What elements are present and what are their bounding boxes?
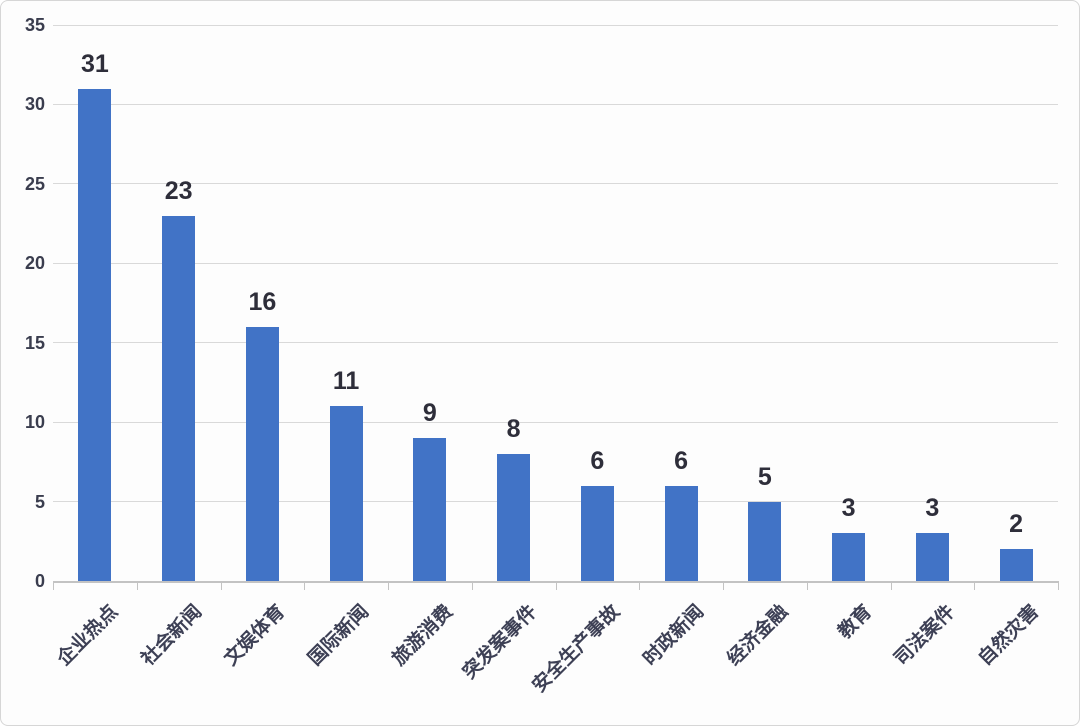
bar-value-label: 11 bbox=[332, 367, 360, 396]
y-axis-tick-label: 25 bbox=[24, 173, 45, 194]
x-axis-tick-mark bbox=[974, 581, 976, 590]
bar-value-label: 31 bbox=[80, 49, 109, 78]
x-axis-tick-mark bbox=[890, 581, 892, 590]
x-axis-tick-mark bbox=[53, 581, 54, 590]
bar-value-label: 8 bbox=[506, 414, 521, 443]
x-axis-tick-mark bbox=[806, 581, 808, 590]
y-axis-tick-label: 30 bbox=[24, 94, 45, 115]
gridline-y-15 bbox=[53, 342, 1058, 344]
x-axis-tick-mark bbox=[639, 581, 641, 590]
x-axis-tick-mark bbox=[471, 581, 473, 590]
bar-安全生产事故 bbox=[580, 485, 614, 581]
bar-国际新闻 bbox=[329, 406, 363, 581]
bar-社会新闻 bbox=[162, 215, 196, 581]
bar-自然灾害 bbox=[999, 549, 1033, 581]
x-axis-tick-mark bbox=[388, 581, 389, 590]
y-axis-tick-label: 10 bbox=[24, 412, 45, 433]
y-axis-tick-label: 35 bbox=[24, 15, 45, 35]
bar-value-label: 2 bbox=[1009, 510, 1024, 539]
gridline-y-25 bbox=[53, 183, 1058, 185]
gridline-y-20 bbox=[53, 262, 1058, 264]
y-axis-tick-label: 5 bbox=[34, 491, 45, 512]
bar-文娱体育 bbox=[245, 326, 279, 581]
x-axis-tick-mark bbox=[304, 581, 306, 590]
bar-旅游消费 bbox=[413, 438, 447, 581]
bar-企业热点 bbox=[78, 88, 112, 581]
bar-value-label: 16 bbox=[248, 287, 277, 316]
x-axis-tick-mark bbox=[1058, 581, 1059, 590]
bar-突发案事件 bbox=[497, 453, 531, 581]
gridline-y-10 bbox=[53, 421, 1058, 423]
bar-value-label: 3 bbox=[925, 494, 940, 523]
bar-司法案件 bbox=[915, 533, 949, 581]
bar-value-label: 6 bbox=[590, 446, 605, 475]
y-axis-tick-label: 15 bbox=[24, 332, 45, 353]
bar-时政新闻 bbox=[664, 485, 698, 581]
gridline-y-5 bbox=[53, 501, 1058, 503]
bar-value-label: 23 bbox=[164, 176, 193, 205]
bar-value-label: 5 bbox=[757, 462, 772, 491]
x-axis-tick-mark bbox=[136, 581, 138, 590]
bar-value-label: 9 bbox=[422, 399, 437, 428]
bar-经济金融 bbox=[748, 501, 782, 581]
gridline-y-35 bbox=[53, 24, 1058, 26]
bar-value-label: 3 bbox=[841, 494, 856, 523]
x-axis-tick-mark bbox=[723, 581, 724, 590]
x-axis-tick-mark bbox=[555, 581, 557, 590]
bar-教育 bbox=[832, 533, 866, 581]
gridline-y-30 bbox=[53, 103, 1058, 105]
x-axis-tick-mark bbox=[220, 581, 222, 590]
y-axis-tick-label: 0 bbox=[34, 571, 45, 591]
bar-value-label: 6 bbox=[674, 446, 689, 475]
y-axis-tick-label: 20 bbox=[24, 253, 45, 274]
